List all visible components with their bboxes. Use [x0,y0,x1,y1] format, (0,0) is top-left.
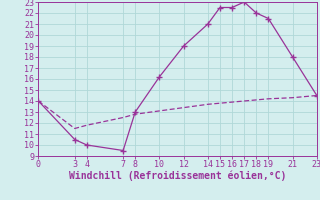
X-axis label: Windchill (Refroidissement éolien,°C): Windchill (Refroidissement éolien,°C) [69,171,286,181]
